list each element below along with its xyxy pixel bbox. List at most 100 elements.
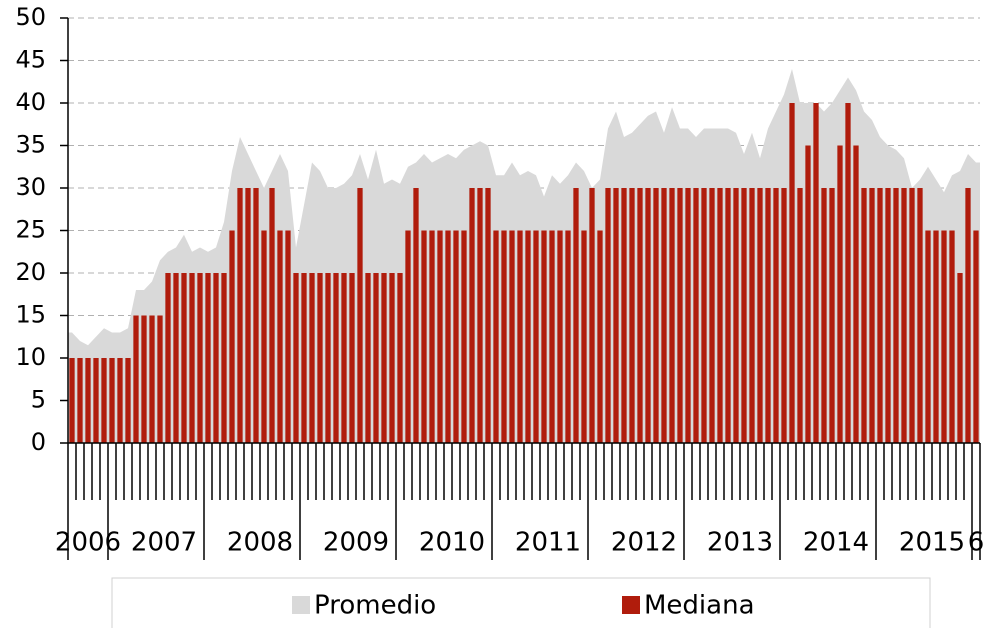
bar <box>157 315 163 443</box>
bar <box>549 230 555 443</box>
bar <box>701 188 707 443</box>
x-tick-label: 2006 <box>55 528 121 558</box>
bar <box>213 273 219 443</box>
bar <box>421 230 427 443</box>
bar <box>765 188 771 443</box>
bar <box>941 230 947 443</box>
legend-label: Mediana <box>644 591 755 621</box>
bar <box>749 188 755 443</box>
bar <box>613 188 619 443</box>
bar <box>453 230 459 443</box>
bar <box>173 273 179 443</box>
x-tick-label: 2007 <box>131 528 197 558</box>
bar <box>837 145 843 443</box>
bar <box>949 230 955 443</box>
bar <box>669 188 675 443</box>
bar <box>885 188 891 443</box>
bar <box>565 230 571 443</box>
bar <box>605 188 611 443</box>
bar <box>781 188 787 443</box>
legend-box <box>111 577 931 628</box>
x-tick-label: 2009 <box>323 528 389 558</box>
bar <box>629 188 635 443</box>
bar <box>581 230 587 443</box>
y-tick-label: 5 <box>31 386 46 414</box>
y-tick-label: 30 <box>15 173 46 201</box>
bar <box>541 230 547 443</box>
bar <box>373 273 379 443</box>
bar <box>517 230 523 443</box>
bar <box>501 230 507 443</box>
bar <box>333 273 339 443</box>
bar <box>141 315 147 443</box>
y-tick-label: 25 <box>15 216 46 244</box>
y-tick-label: 45 <box>15 46 46 74</box>
bar <box>709 188 715 443</box>
bar <box>365 273 371 443</box>
bar <box>693 188 699 443</box>
area <box>68 69 980 443</box>
bar <box>69 358 75 443</box>
bar <box>181 273 187 443</box>
y-tick-label: 40 <box>15 88 46 116</box>
legend-swatch <box>622 596 640 614</box>
bar <box>437 230 443 443</box>
bar <box>925 230 931 443</box>
bar <box>741 188 747 443</box>
bar <box>589 188 595 443</box>
bar <box>165 273 171 443</box>
bar <box>197 273 203 443</box>
bar <box>533 230 539 443</box>
bar <box>413 188 419 443</box>
bar <box>477 188 483 443</box>
bar <box>405 230 411 443</box>
bar <box>717 188 723 443</box>
bar <box>77 358 83 443</box>
bar <box>117 358 123 443</box>
bar <box>973 230 979 443</box>
bar <box>957 273 963 443</box>
legend-swatch <box>292 596 310 614</box>
bar <box>877 188 883 443</box>
bar <box>557 230 563 443</box>
bar <box>653 188 659 443</box>
bar <box>189 273 195 443</box>
bar <box>445 230 451 443</box>
bar <box>829 188 835 443</box>
y-tick-label: 10 <box>15 343 46 371</box>
bar <box>637 188 643 443</box>
bar <box>797 188 803 443</box>
x-tick-label: 2015 <box>899 528 965 558</box>
bar <box>349 273 355 443</box>
x-tick-label: 2010 <box>419 528 485 558</box>
x-tick-label: 2013 <box>707 528 773 558</box>
bar <box>293 273 299 443</box>
bar <box>205 273 211 443</box>
bar <box>229 230 235 443</box>
x-tick-label: 2012 <box>611 528 677 558</box>
bar <box>461 230 467 443</box>
bar <box>757 188 763 443</box>
bar <box>101 358 107 443</box>
bar <box>309 273 315 443</box>
bar <box>677 188 683 443</box>
x-tick-label: 2014 <box>803 528 869 558</box>
bar <box>661 188 667 443</box>
bar <box>253 188 259 443</box>
bar <box>301 273 307 443</box>
bar <box>525 230 531 443</box>
y-tick-label: 50 <box>15 3 46 31</box>
bar <box>965 188 971 443</box>
y-tick-label: 20 <box>15 258 46 286</box>
bar <box>933 230 939 443</box>
bar <box>397 273 403 443</box>
x-tick-label: 2008 <box>227 528 293 558</box>
bar <box>325 273 331 443</box>
bar <box>277 230 283 443</box>
bar <box>381 273 387 443</box>
bar <box>469 188 475 443</box>
x-tick-label: 6 <box>968 528 985 558</box>
y-tick-label: 0 <box>31 428 46 456</box>
bar <box>149 315 155 443</box>
